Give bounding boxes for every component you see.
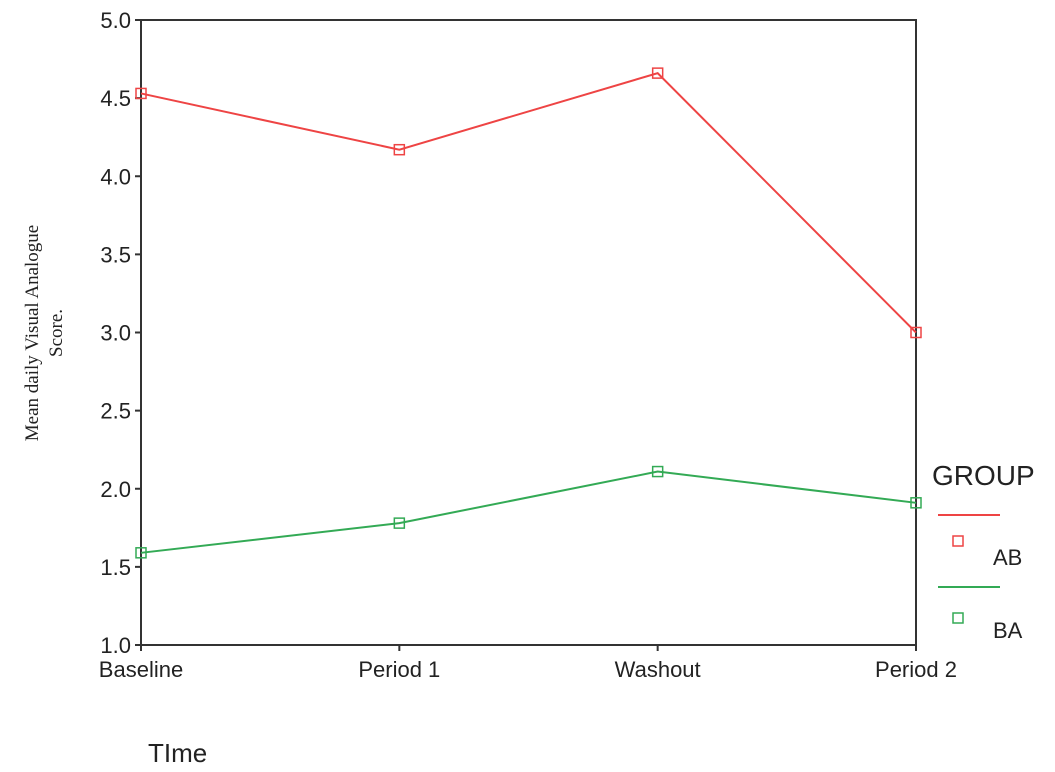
data-point-ab xyxy=(910,326,922,339)
y-tick-label: 5.0 xyxy=(100,8,131,33)
x-axis-label: TIme xyxy=(148,738,207,768)
data-point-ba xyxy=(651,465,664,478)
legend-label-ba: BA xyxy=(993,618,1023,643)
x-tick-label: Period 1 xyxy=(358,657,440,682)
y-axis-label-line-2: Score. xyxy=(46,309,67,357)
y-axis-label: Mean daily Visual Analogue Score. xyxy=(22,225,67,441)
y-tick-label: 4.5 xyxy=(100,86,131,111)
series-line-ab xyxy=(140,71,917,334)
data-point-ba xyxy=(393,517,406,529)
legend: GROUP AB BA xyxy=(932,460,1035,643)
y-tick-label: 1.0 xyxy=(100,633,131,658)
data-point-ba xyxy=(910,497,922,509)
legend-title: GROUP xyxy=(932,460,1035,491)
y-tick-label: 1.5 xyxy=(100,555,131,580)
x-tick-label: Washout xyxy=(615,657,701,682)
legend-label-ab: AB xyxy=(993,545,1022,570)
y-axis-label-line-1: Mean daily Visual Analogue xyxy=(22,225,43,441)
series-layer xyxy=(135,67,922,559)
x-axis-ticks: Baseline Period 1 Washout Period 2 xyxy=(99,645,957,682)
x-tick-label: Baseline xyxy=(99,657,183,682)
data-point-ab xyxy=(135,87,147,100)
data-point-ab xyxy=(393,143,406,156)
y-axis-ticks: 1.0 1.5 2.0 2.5 3.0 3.5 4.0 4.5 5.0 xyxy=(100,8,141,658)
x-tick-label: Period 2 xyxy=(875,657,957,682)
legend-marker-ab xyxy=(952,535,964,547)
y-tick-label: 3.0 xyxy=(100,321,131,346)
y-tick-label: 2.0 xyxy=(100,477,131,502)
y-tick-label: 3.5 xyxy=(100,242,131,267)
plot-frame xyxy=(140,19,917,646)
y-tick-label: 2.5 xyxy=(100,399,131,424)
data-point-ba xyxy=(135,547,147,559)
legend-marker-ba xyxy=(952,612,964,624)
data-point-ab xyxy=(651,67,664,79)
y-tick-label: 4.0 xyxy=(100,164,131,189)
series-line-ba xyxy=(140,470,917,554)
